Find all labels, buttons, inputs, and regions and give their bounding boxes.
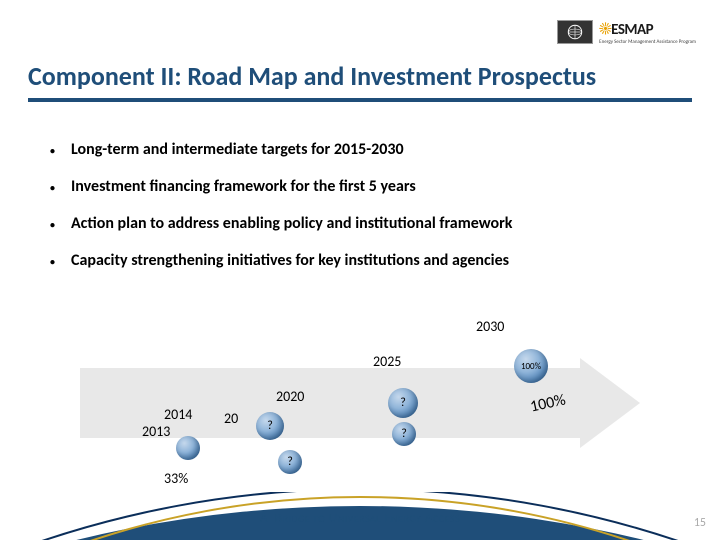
bullet-text: Long-term and intermediate targets for 2… bbox=[71, 140, 404, 159]
milestone-sphere: ? bbox=[256, 412, 284, 440]
year-label: 2020 bbox=[276, 388, 304, 405]
year-label: 2014 bbox=[164, 406, 192, 423]
title-underline bbox=[28, 98, 692, 102]
bullet-text: Investment financing framework for the f… bbox=[71, 177, 416, 196]
logo-area: ☀ESMAP Energy Sector Management Assistan… bbox=[557, 18, 696, 45]
milestone-sphere bbox=[176, 436, 200, 460]
bullet-text: Action plan to address enabling policy a… bbox=[71, 214, 512, 233]
year-label: 2013 bbox=[142, 423, 170, 440]
esmap-brand: ☀ESMAP bbox=[599, 18, 696, 39]
milestone-sphere: ? bbox=[388, 388, 418, 418]
year-label: 2025 bbox=[373, 353, 401, 370]
bullet-text: Capacity strengthening initiatives for k… bbox=[71, 251, 509, 270]
milestone-sphere: ? bbox=[278, 450, 302, 474]
bullet-icon: • bbox=[50, 144, 55, 157]
list-item: • Long-term and intermediate targets for … bbox=[50, 140, 680, 159]
bullet-icon: • bbox=[50, 218, 55, 231]
pct-33-label: 33% bbox=[164, 470, 188, 487]
esmap-subtitle: Energy Sector Management Assistance Prog… bbox=[599, 39, 696, 45]
slide: ☀ESMAP Energy Sector Management Assistan… bbox=[0, 0, 720, 540]
footer-text: A BRIDGE TO UNIVERSAL ENERGY ACCESS bbox=[0, 511, 720, 526]
page-title: Component II: Road Map and Investment Pr… bbox=[28, 60, 692, 92]
year-label: 20 bbox=[224, 410, 238, 427]
list-item: • Capacity strengthening initiatives for … bbox=[50, 251, 680, 270]
milestone-sphere: ? bbox=[392, 422, 416, 446]
milestone-sphere: 100% bbox=[514, 349, 548, 383]
bullet-list: • Long-term and intermediate targets for … bbox=[50, 140, 680, 288]
year-label: 2030 bbox=[476, 318, 504, 335]
bullet-icon: • bbox=[50, 255, 55, 268]
world-bank-icon bbox=[557, 20, 593, 44]
esmap-logo: ☀ESMAP Energy Sector Management Assistan… bbox=[599, 18, 696, 45]
list-item: • Investment financing framework for the … bbox=[50, 177, 680, 196]
roadmap-diagram: 2013201420202020252030 ????100% 33% 100% bbox=[80, 310, 640, 510]
list-item: • Action plan to address enabling policy … bbox=[50, 214, 680, 233]
sun-icon: ☀ bbox=[599, 18, 611, 39]
bullet-icon: • bbox=[50, 181, 55, 194]
